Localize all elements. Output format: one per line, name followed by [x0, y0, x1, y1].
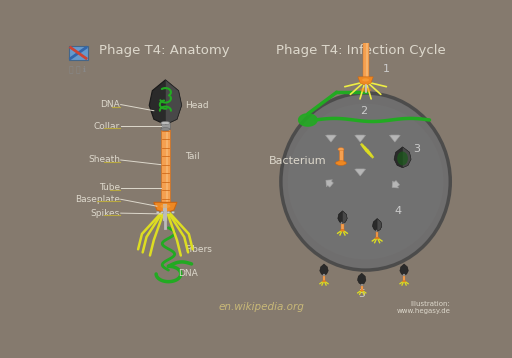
- Polygon shape: [394, 147, 411, 168]
- Polygon shape: [377, 219, 382, 231]
- Bar: [166, 132, 168, 202]
- Polygon shape: [372, 219, 382, 231]
- Bar: [362, 37, 369, 42]
- Ellipse shape: [281, 93, 450, 270]
- Text: Phage T4: Anatomy: Phage T4: Anatomy: [98, 44, 229, 57]
- Text: 2: 2: [360, 106, 367, 116]
- Text: 4: 4: [395, 206, 402, 216]
- Polygon shape: [355, 5, 376, 38]
- Ellipse shape: [402, 281, 406, 282]
- Text: Tube: Tube: [99, 183, 120, 192]
- Polygon shape: [355, 135, 366, 142]
- Bar: [69, 46, 88, 60]
- Ellipse shape: [161, 121, 170, 125]
- Polygon shape: [165, 80, 182, 125]
- Bar: [403, 276, 405, 281]
- Ellipse shape: [375, 237, 379, 239]
- Text: en.wikipedia.org: en.wikipedia.org: [219, 302, 305, 312]
- Ellipse shape: [362, 36, 369, 38]
- Polygon shape: [149, 80, 182, 125]
- Ellipse shape: [160, 204, 170, 208]
- Bar: [376, 232, 378, 238]
- Ellipse shape: [338, 148, 344, 151]
- Bar: [338, 149, 343, 163]
- Ellipse shape: [172, 211, 175, 213]
- Polygon shape: [400, 264, 408, 276]
- Polygon shape: [392, 180, 399, 188]
- Bar: [323, 274, 325, 276]
- Text: Tail: Tail: [185, 153, 199, 161]
- Polygon shape: [357, 273, 366, 285]
- Polygon shape: [338, 211, 347, 224]
- Text: DNA: DNA: [179, 270, 198, 279]
- Ellipse shape: [360, 290, 364, 291]
- Polygon shape: [298, 114, 317, 126]
- Ellipse shape: [335, 161, 346, 165]
- Ellipse shape: [161, 128, 170, 131]
- Ellipse shape: [362, 40, 369, 43]
- Text: Sheath: Sheath: [88, 155, 120, 164]
- Ellipse shape: [156, 211, 159, 213]
- Ellipse shape: [167, 211, 170, 213]
- Text: Ⓒ Ⓒ ℹ: Ⓒ Ⓒ ℹ: [69, 66, 86, 74]
- Bar: [341, 224, 344, 231]
- Polygon shape: [326, 135, 336, 142]
- Polygon shape: [320, 264, 328, 276]
- Polygon shape: [355, 169, 366, 176]
- Ellipse shape: [397, 151, 408, 165]
- Polygon shape: [358, 77, 373, 85]
- Bar: [366, 43, 368, 77]
- Polygon shape: [390, 135, 400, 142]
- Text: Bacterium: Bacterium: [269, 156, 327, 166]
- Bar: [161, 123, 170, 129]
- Text: Spikes: Spikes: [91, 209, 120, 218]
- Ellipse shape: [322, 281, 326, 282]
- Bar: [403, 274, 405, 276]
- Bar: [362, 42, 369, 78]
- Ellipse shape: [161, 211, 164, 213]
- Bar: [323, 276, 325, 281]
- Ellipse shape: [360, 88, 371, 92]
- Text: Illustration:
www.hegasy.de: Illustration: www.hegasy.de: [396, 301, 450, 314]
- Bar: [161, 129, 170, 205]
- Ellipse shape: [340, 229, 345, 231]
- Bar: [341, 222, 344, 224]
- Text: Fibers: Fibers: [185, 245, 211, 254]
- Text: 5: 5: [358, 289, 365, 299]
- Polygon shape: [326, 180, 333, 187]
- Bar: [360, 286, 363, 290]
- Bar: [376, 230, 378, 232]
- Ellipse shape: [362, 78, 369, 82]
- Polygon shape: [402, 147, 411, 168]
- Polygon shape: [343, 211, 347, 224]
- Polygon shape: [366, 5, 376, 38]
- Bar: [360, 284, 363, 286]
- Polygon shape: [154, 202, 177, 213]
- Text: 1: 1: [382, 64, 390, 74]
- Ellipse shape: [288, 103, 443, 260]
- Text: Head: Head: [185, 101, 208, 110]
- Text: DNA: DNA: [100, 100, 120, 109]
- Text: Baseplate: Baseplate: [75, 195, 120, 204]
- Text: 3: 3: [413, 144, 420, 154]
- Text: Collar: Collar: [94, 122, 120, 131]
- Text: Phage T4: Infection Cycle: Phage T4: Infection Cycle: [276, 44, 446, 57]
